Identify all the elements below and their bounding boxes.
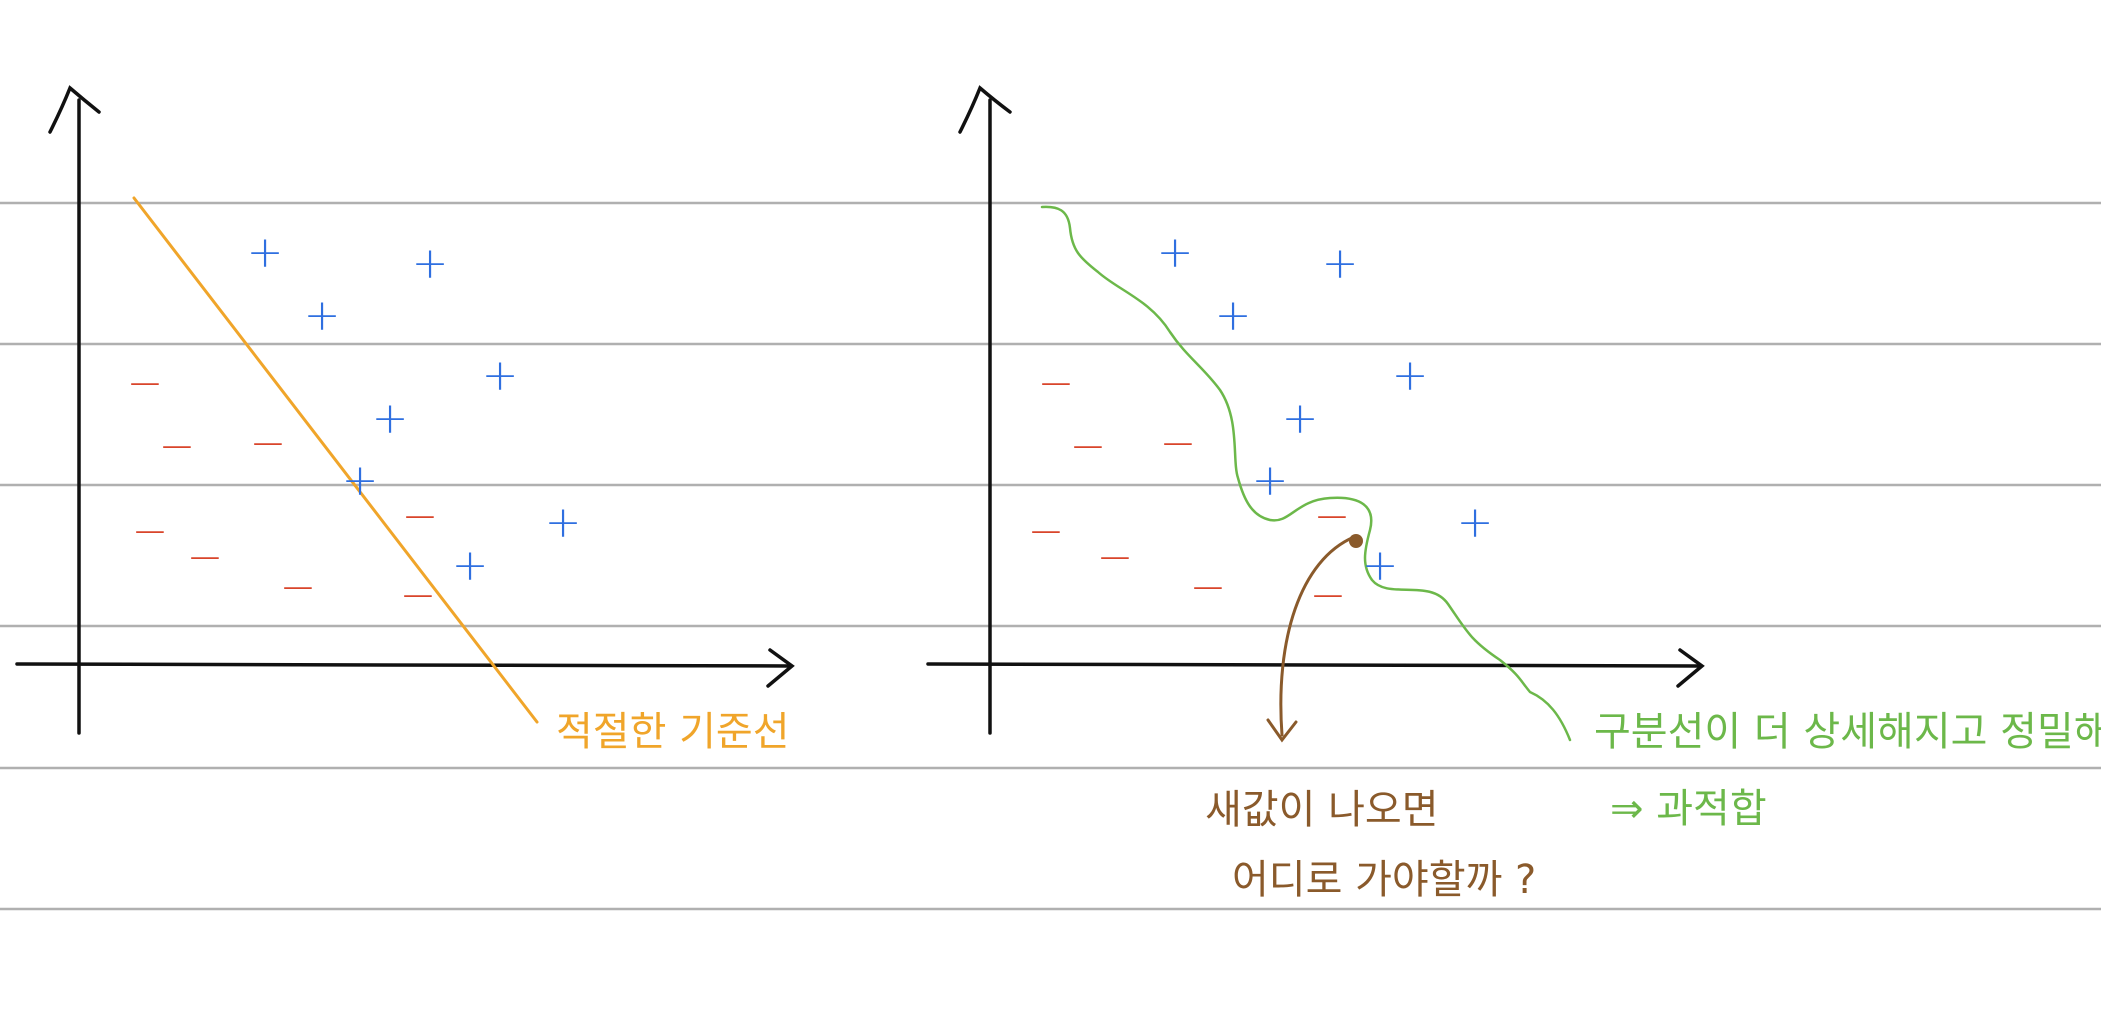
left-negative-mark: −: [400, 570, 437, 621]
right-positive-mark: +: [1282, 393, 1319, 444]
right-positive-mark: +: [1157, 227, 1194, 278]
right-y-arrowhead: [958, 85, 1012, 134]
question-arrowhead: [1266, 718, 1298, 743]
new-point-question-line2: 어디로 가야할까 ?: [1232, 857, 1536, 903]
right-negative-mark: −: [1314, 491, 1351, 542]
left-positive-mark: +: [304, 290, 341, 341]
right-x-axis: [926, 662, 1702, 668]
right-axes: [926, 85, 1705, 735]
left-panel: + +++++++−− −−−−−− 적절한 기준선: [15, 85, 795, 755]
right-negative-mark: −: [1028, 506, 1065, 557]
left-negative-mark: −: [187, 532, 224, 583]
ruled-lines: [0, 201, 2101, 911]
right-negative-mark: −: [1038, 358, 1075, 409]
left-positive-mark: +: [412, 238, 449, 289]
right-negative-mark: −: [1097, 532, 1134, 583]
new-point-annotation: [1266, 534, 1363, 743]
left-positive-mark: +: [482, 350, 519, 401]
left-positive-mark: +: [452, 540, 489, 591]
left-positive-mark: +: [372, 393, 409, 444]
left-negative-mark: −: [402, 491, 439, 542]
left-x-arrowhead: [766, 648, 795, 688]
left-negative-mark: −: [132, 506, 169, 557]
linear-boundary-label: 적절한 기준선: [556, 709, 790, 755]
left-x-axis: [15, 662, 792, 668]
linear-boundary-line: [132, 196, 539, 724]
right-x-arrowhead: [1676, 648, 1705, 688]
left-negative-mark: −: [159, 421, 196, 472]
left-data-points: + +++++++−− −−−−−−: [127, 227, 582, 621]
new-value-point: [1349, 534, 1363, 548]
left-negative-mark: −: [280, 562, 317, 613]
right-positive-mark: +: [1215, 290, 1252, 341]
right-negative-mark: −: [1310, 570, 1347, 621]
new-point-question-line1: 새값이 나오면: [1205, 787, 1439, 833]
left-positive-mark: +: [342, 455, 379, 506]
overfit-note-line2: ⇒ 과적합: [1610, 786, 1767, 832]
right-positive-mark: +: [1252, 455, 1289, 506]
right-negative-mark: −: [1160, 418, 1197, 469]
left-y-arrowhead: [48, 85, 101, 134]
left-negative-mark: −: [127, 358, 164, 409]
left-negative-mark: −: [250, 418, 287, 469]
left-axes: [15, 85, 795, 735]
left-positive-mark: +: [247, 227, 284, 278]
right-positive-mark: +: [1457, 497, 1494, 548]
left-positive-mark: +: [545, 497, 582, 548]
overfit-boundary-curve: [1040, 205, 1572, 742]
right-negative-mark: −: [1190, 562, 1227, 613]
right-data-points: + +++++++−− −−−−−−: [1028, 227, 1494, 621]
right-positive-mark: +: [1392, 350, 1429, 401]
right-positive-mark: +: [1362, 540, 1399, 591]
right-negative-mark: −: [1070, 421, 1107, 472]
right-panel: + +++++++−− −−−−−− 새값이 나오면 어디로 가야할까 ? 구분선이…: [926, 85, 2101, 903]
question-arrow: [1279, 535, 1356, 737]
overfit-note-line1: 구분선이 더 상세해지고 정밀해짐: [1594, 709, 2101, 755]
right-positive-mark: +: [1322, 238, 1359, 289]
